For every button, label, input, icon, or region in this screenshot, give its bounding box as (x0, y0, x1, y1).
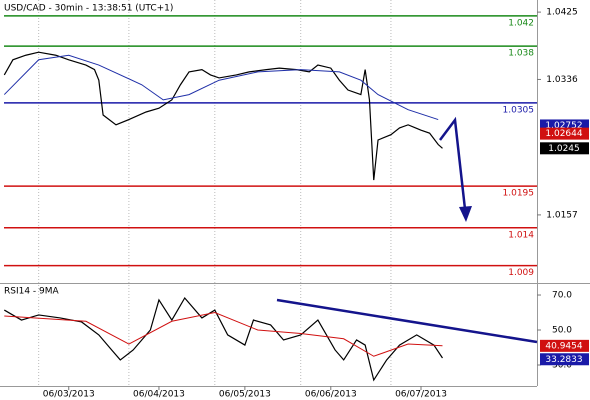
value-box (540, 353, 589, 366)
chart-title: USD/CAD - 30min - 13:38:51 (UTC+1) (4, 4, 173, 14)
value-box (540, 339, 589, 352)
date-label: 06/05/2013 (219, 390, 271, 400)
value-box-label: 33.2833 (545, 355, 582, 365)
value-box (540, 119, 589, 132)
level-label: 1.038 (508, 49, 534, 59)
level-label: 1.009 (508, 268, 534, 278)
level-label: 1.0195 (503, 189, 535, 199)
value-box-label: 1.02752 (545, 121, 582, 131)
level-label: 1.042 (508, 18, 534, 28)
rsi-trendline (276, 298, 538, 344)
date-label: 06/04/2013 (133, 390, 185, 400)
series-line (3, 54, 439, 121)
value-box-label: 1.02644 (545, 129, 582, 139)
y-tick-label: 1.0336 (546, 75, 578, 85)
value-box-label: 1.0245 (548, 144, 580, 154)
series-line (4, 311, 443, 357)
y-tick-label: 1.0157 (546, 210, 578, 220)
series-line (3, 296, 443, 382)
y-tick-label: 30.0 (552, 361, 572, 371)
value-box (540, 142, 589, 155)
forecast-arrow (439, 116, 468, 219)
y-tick-label: 1.0425 (546, 8, 578, 18)
level-label: 1.0305 (503, 105, 535, 115)
arrow-head (459, 206, 472, 222)
series-line (3, 51, 443, 181)
date-label: 06/07/2013 (395, 390, 447, 400)
level-label: 1.014 (508, 230, 534, 240)
date-label: 06/06/2013 (305, 390, 357, 400)
plot-layer: 06/03/2013 06/04/2013 06/05/2013 06/06/2013… (3, 0, 578, 400)
value-box (540, 127, 589, 140)
date-label: 06/03/2013 (43, 390, 95, 400)
value-box-label: 40.9454 (545, 341, 582, 351)
y-tick-label: 50.0 (552, 326, 572, 336)
rsi-title: RSI14 - 9MA (4, 287, 60, 297)
y-tick-label: 70.0 (552, 291, 572, 301)
